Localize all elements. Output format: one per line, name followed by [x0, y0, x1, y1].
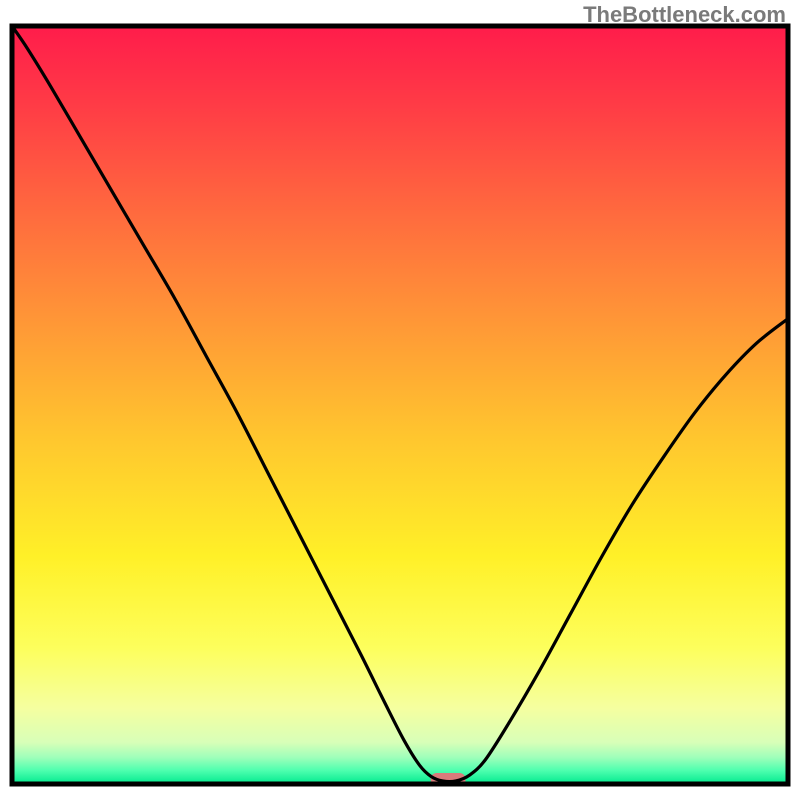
bottleneck-chart — [0, 0, 800, 800]
watermark-label: TheBottleneck.com — [583, 2, 786, 28]
gradient-background — [12, 26, 788, 784]
chart-frame: TheBottleneck.com — [0, 0, 800, 800]
